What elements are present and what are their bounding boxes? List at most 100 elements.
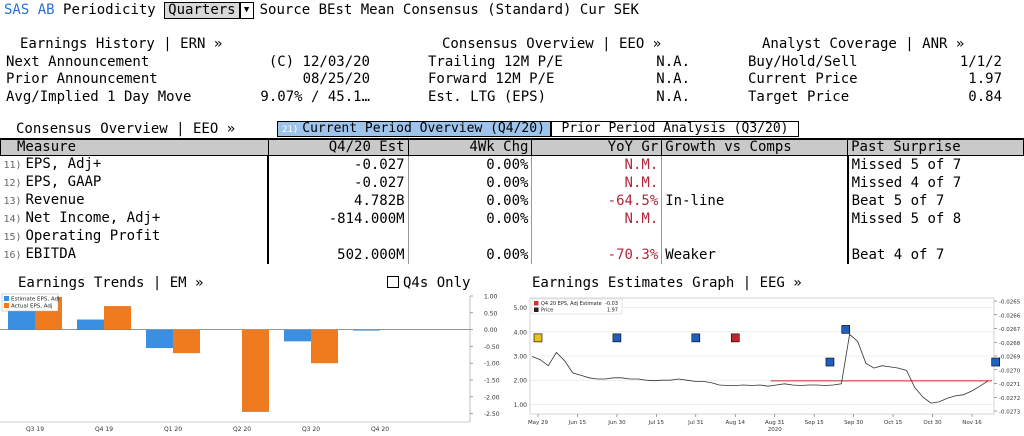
q4s-only-label: Q4s Only [403,275,471,291]
row-value: 08/25/20 [302,71,370,87]
periodicity-select[interactable]: Quarters [164,1,240,19]
y-tick-label: -1.50 [484,378,500,385]
cell-comps [661,228,848,246]
bar-actual [173,329,200,354]
summary-row: Trailing 12M P/E N.A. [428,54,690,72]
column-header[interactable]: YoY Gr [531,138,663,156]
consensus-overview-title[interactable]: Consensus Overview | EEO » [16,121,236,137]
cell-yoy: N.M. [531,210,662,228]
tab-label: Current Period Overview (Q4/20) [302,121,545,136]
bar-estimate [353,329,380,331]
y-tick-label: 0.50 [484,310,498,317]
right-tick-label: -0.0270 [999,368,1021,374]
bar-estimate [77,319,104,330]
event-marker [991,357,1000,367]
cell-comps [661,155,848,174]
left-tick-label: 3.00 [514,354,528,361]
row-number: 13) [3,196,22,207]
left-tick-label: 1.00 [514,402,528,409]
earnings-trends-title[interactable]: Earnings Trends | EM » [18,275,204,291]
row-value: N.A. [656,53,690,70]
table-row[interactable]: 16) EBITDA 502.000M 0.00% -70.3% Weaker Beat 4… [1,246,1024,264]
row-label: Avg/Implied 1 Day Move [6,88,192,105]
legend-swatch [4,296,9,301]
event-marker [841,325,851,334]
cell-measure: 11) EPS, Adj+ [1,156,269,175]
cell-surprise [846,228,1024,246]
cell-measure: 13) Revenue [1,192,269,210]
cell-surprise: Missed 5 of 7 [846,155,1024,174]
summary-row: Est. LTG (EPS) N.A. [428,89,690,107]
row-number: 11) [3,160,22,171]
table-row[interactable]: 13) Revenue 4.782B 0.00% -64.5% In-line Beat 5… [1,192,1024,210]
summary-row: Next Announcement (C) 12/03/20 [6,54,370,72]
cell-chg: 0.00% [407,210,532,228]
row-value: 1.97 [968,71,1002,87]
cell-yoy: N.M. [531,174,662,192]
cell-surprise: Beat 4 of 7 [846,246,1024,264]
checkbox-icon[interactable] [387,276,399,288]
consensus-summary-title[interactable]: Consensus Overview | EEO » [442,36,662,52]
legend-swatch [4,303,9,308]
legend-value: -0.03 [605,301,618,307]
row-number: 16) [3,250,22,261]
q4s-only-toggle[interactable]: Q4s Only [387,274,470,292]
x-year-label: 2020 [768,427,782,433]
row-label: Next Announcement [6,53,150,70]
cell-yoy: -64.5% [531,192,662,210]
column-header[interactable]: 4Wk Chg [407,138,533,156]
tab-prior-period[interactable]: Prior Period Analysis (Q3/20) [551,121,799,137]
right-tick-label: -0.0265 [999,300,1021,306]
bar-estimate [146,329,173,349]
cell-surprise: Beat 5 of 7 [846,192,1024,210]
bar-estimate [284,329,311,342]
right-tick-label: -0.0269 [999,355,1021,361]
consensus-table: Measure Q4/20 Est 4Wk Chg YoY Gr Growth … [0,138,1024,264]
cell-comps [661,210,848,228]
left-tick-label: 2.00 [514,378,528,385]
left-tick-label: 5.00 [514,305,528,312]
cell-measure: 15) Operating Profit [1,228,269,246]
measure-label: Net Income, Adj+ [25,210,161,226]
summary-row: Prior Announcement 08/25/20 [6,71,370,89]
table-row[interactable]: 14) Net Income, Adj+ -814.000M 0.00% N.M. Mis… [1,210,1024,228]
column-header[interactable]: Measure [0,138,269,156]
estimates-graph-chart: 5.00 4.00 3.00 2.00 1.00 -0.0265 -0.0266 -0.026… [514,297,1021,433]
column-header[interactable]: Past Surprise [847,138,1024,156]
bar-actual [242,329,269,412]
summary-row: Current Price 1.97 [748,71,1002,89]
earnings-trends-chart: 1.00 0.50 0.00 -0.50 -1.00 -1.50 -2.00 -2.50 Q3 … [0,294,500,433]
x-tick-label: Q4 19 [95,426,113,433]
table-row[interactable]: 11) EPS, Adj+ -0.027 0.00% N.M. Missed 5 of 7 [1,155,1024,175]
cell-chg: 0.00% [407,192,532,210]
cell-est: -0.027 [267,174,409,192]
cell-yoy: -70.3% [531,246,662,264]
cell-yoy [531,228,662,246]
chevron-down-icon[interactable]: ▼ [239,1,254,19]
column-header[interactable]: Q4/20 Est [267,138,409,156]
column-header[interactable]: Growth vs Comps [661,138,849,156]
legend-label: Price [541,308,553,314]
row-value: (C) 12/03/20 [268,53,370,70]
estimates-graph-title[interactable]: Earnings Estimates Graph | EEG » [532,275,802,291]
ticker-label[interactable]: SAS AB [4,2,55,18]
row-value: 9.07% / 45.1… [260,88,370,105]
bar-actual [104,306,131,330]
cell-chg: 0.00% [407,246,532,264]
y-tick-label: 0.00 [484,327,498,334]
earnings-history-title[interactable]: Earnings History | ERN » [20,36,223,52]
row-label: Est. LTG (EPS) [428,88,547,105]
price-line [531,333,989,404]
legend-label: Estimate EPS, Adj [11,297,60,303]
event-marker [612,333,622,343]
row-label: Trailing 12M P/E [428,53,563,70]
tab-current-period[interactable]: 21) Current Period Overview (Q4/20) [277,121,551,137]
table-row[interactable]: 12) EPS, GAAP -0.027 0.00% N.M. Missed 4 of 7 [1,174,1024,192]
cell-yoy: N.M. [531,155,662,174]
legend-label: Actual EPS, Adj [11,304,53,310]
table-row[interactable]: 15) Operating Profit [1,228,1024,246]
cell-surprise: Missed 5 of 8 [846,210,1024,228]
analyst-coverage-title[interactable]: Analyst Coverage | ANR » [762,36,965,52]
measure-label: EBITDA [25,246,77,262]
